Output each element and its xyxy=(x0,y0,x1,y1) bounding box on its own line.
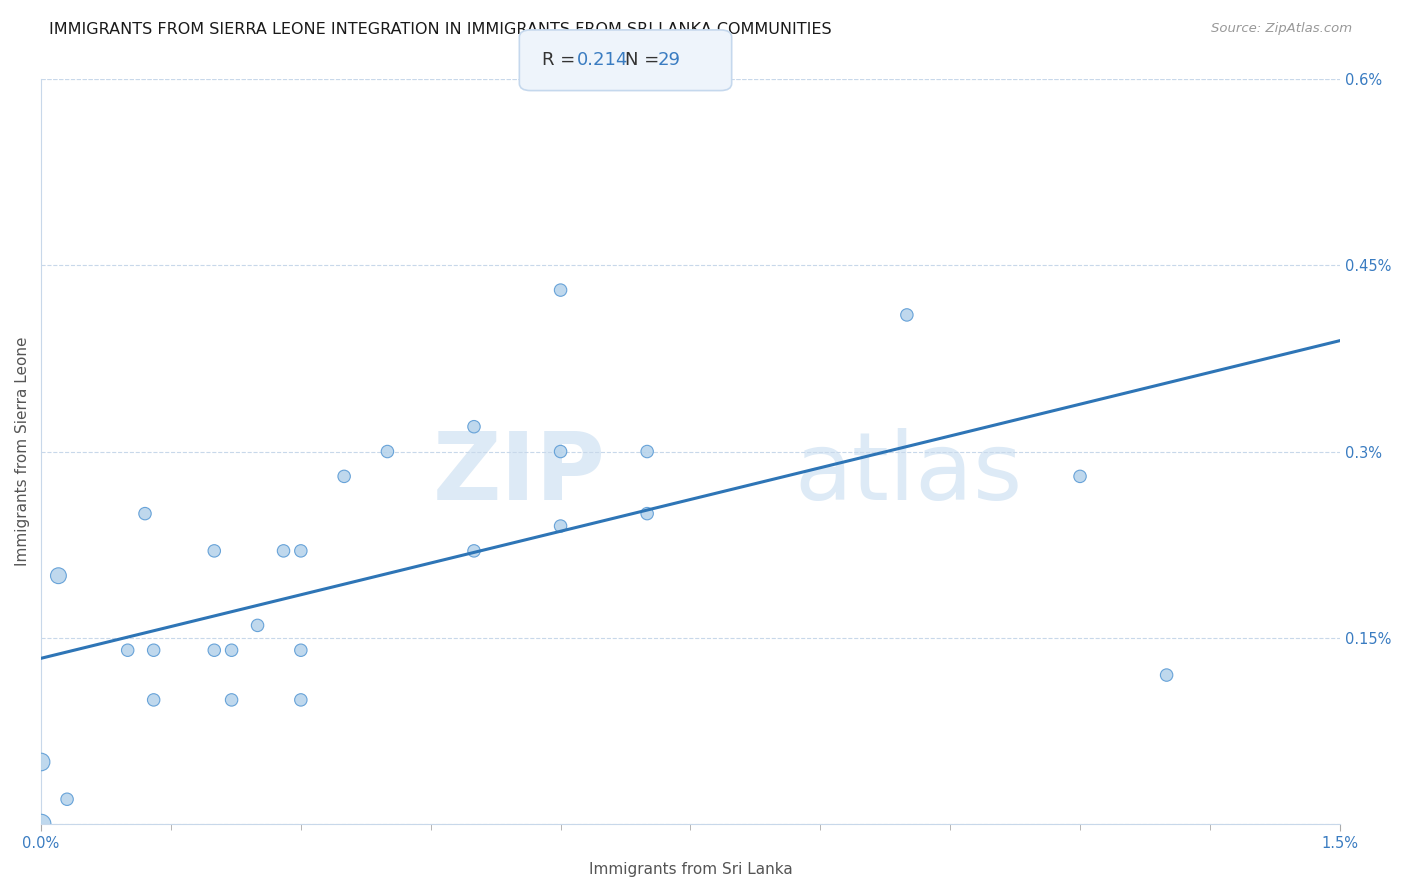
Point xyxy=(117,643,139,657)
Text: atlas: atlas xyxy=(794,428,1022,520)
Point xyxy=(221,693,243,707)
Text: Source: ZipAtlas.com: Source: ZipAtlas.com xyxy=(1212,22,1353,36)
Text: N =: N = xyxy=(624,51,665,70)
Point xyxy=(333,469,356,483)
Point xyxy=(273,544,295,558)
Point xyxy=(48,568,70,582)
Point xyxy=(202,544,225,558)
Point xyxy=(896,308,918,322)
Text: 0.214: 0.214 xyxy=(576,51,628,70)
Text: ZIP: ZIP xyxy=(433,428,606,520)
Text: IMMIGRANTS FROM SIERRA LEONE INTEGRATION IN IMMIGRANTS FROM SRI LANKA COMMUNITIE: IMMIGRANTS FROM SIERRA LEONE INTEGRATION… xyxy=(49,22,832,37)
Point xyxy=(290,544,312,558)
Point xyxy=(550,283,572,297)
Text: 29: 29 xyxy=(657,51,681,70)
Point xyxy=(1069,469,1091,483)
Point xyxy=(246,618,269,632)
Point xyxy=(636,507,658,521)
Point xyxy=(30,817,52,831)
Point xyxy=(550,444,572,458)
Point xyxy=(290,693,312,707)
Point xyxy=(1156,668,1178,682)
Point xyxy=(463,544,485,558)
Point xyxy=(377,444,399,458)
Point xyxy=(221,643,243,657)
Point xyxy=(463,419,485,434)
Text: R =: R = xyxy=(541,51,581,70)
Point xyxy=(290,643,312,657)
Point xyxy=(56,792,79,806)
Point xyxy=(636,444,658,458)
Point xyxy=(202,643,225,657)
Point xyxy=(142,693,165,707)
Point xyxy=(142,643,165,657)
Point xyxy=(30,755,52,769)
Y-axis label: Immigrants from Sierra Leone: Immigrants from Sierra Leone xyxy=(15,337,30,566)
Point xyxy=(550,519,572,533)
Point xyxy=(134,507,156,521)
X-axis label: Immigrants from Sri Lanka: Immigrants from Sri Lanka xyxy=(589,862,793,877)
